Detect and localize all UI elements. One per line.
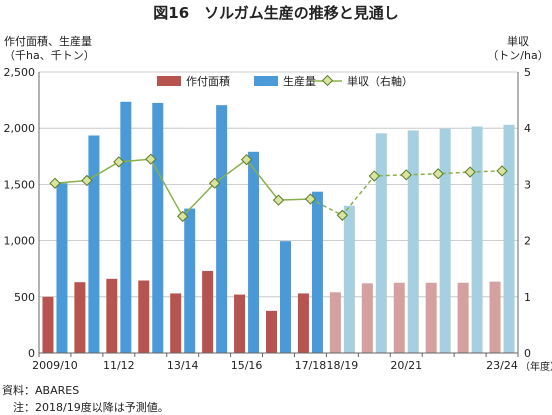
right-axis-title-line1: 単収 (507, 34, 529, 48)
legend-swatch-production (254, 76, 278, 86)
legend-label-production: 生産量 (283, 74, 316, 88)
bar-planted-area (266, 310, 277, 353)
y-left-tick-label: 2,000 (4, 122, 36, 135)
y-left-tick-label: 0 (28, 347, 35, 360)
bar-production (88, 135, 100, 353)
gridlines (39, 71, 518, 298)
x-tick-label: 18/19 (327, 359, 359, 372)
y-left-tick-label: 1,000 (4, 235, 36, 248)
bar-planted-area (329, 292, 341, 353)
yield-point (113, 156, 125, 168)
bar-production (248, 151, 260, 353)
yield-point (336, 209, 349, 221)
yield-point (400, 169, 412, 181)
y-right-tick-label: 2 (524, 235, 531, 248)
y-right-tick-label: 0 (524, 347, 531, 360)
right-axis-title-line2: （トン/ha） (487, 49, 548, 62)
bar-production (120, 101, 132, 353)
y-right-tick-label: 5 (524, 66, 531, 79)
bar-planted-area (170, 293, 182, 353)
yield-point (368, 170, 380, 182)
bar-planted-area (361, 283, 373, 353)
left-axis-title-line2: （千ha、千トン） (4, 49, 95, 62)
bar-planted-area (234, 294, 246, 353)
bar-production (56, 183, 68, 353)
yield-line (49, 153, 508, 223)
yield-point (464, 166, 476, 178)
yield-point (432, 168, 444, 180)
bar-production (216, 105, 228, 354)
y-left-tick-label: 1,500 (4, 178, 36, 191)
yield-point (177, 210, 189, 223)
yield-point (208, 177, 221, 189)
bar-planted-area (393, 282, 405, 353)
bar-production (375, 133, 387, 353)
x-tick-label: 2009/10 (32, 359, 78, 372)
yield-point (304, 193, 317, 205)
bar-planted-area (202, 270, 214, 353)
legend-marker-yield (321, 74, 334, 87)
yield-point (240, 154, 253, 166)
yield-point (496, 165, 508, 177)
bar-planted-area (42, 296, 54, 353)
y-right-tick-label: 4 (524, 122, 531, 135)
legend-label-yield: 単収（右軸） (347, 74, 413, 88)
legend-swatch-area (157, 76, 181, 86)
bar-production (280, 241, 291, 353)
yield-point (145, 153, 157, 165)
yield-point (81, 174, 93, 187)
bar-production (311, 191, 323, 353)
x-tick-label: 15/16 (231, 359, 263, 372)
y-right-tick-label: 1 (524, 291, 531, 304)
bar-planted-area (489, 281, 501, 353)
bar-production (503, 124, 515, 353)
y-left-tick-label: 500 (14, 291, 35, 304)
bar-production (439, 128, 451, 353)
y-right-tick-label: 3 (524, 178, 531, 191)
x-tick-label: 11/12 (103, 359, 135, 372)
bar-planted-area (425, 282, 437, 353)
left-axis-title-line1: 作付面積、生産量 (4, 34, 92, 48)
bar-production (471, 126, 483, 353)
bar-planted-area (457, 282, 469, 353)
bars (42, 101, 515, 354)
axes (38, 72, 519, 357)
yield-point (49, 177, 61, 189)
bar-production (152, 102, 164, 353)
legend: 作付面積 生産量 単収（右軸） (157, 74, 413, 88)
y-left-tick-label: 2,500 (4, 66, 36, 79)
bar-production (343, 205, 355, 353)
x-tick-label: 13/14 (167, 359, 199, 372)
x-tick-label: 17/18 (295, 359, 327, 372)
bar-planted-area (74, 282, 86, 353)
footnote-note: 注：2018/19度以降は予測値。 (2, 400, 169, 414)
bar-production (407, 130, 419, 353)
chart-title: 図16 ソルガム生産の推移と見通し (153, 4, 398, 22)
bar-production (184, 208, 196, 353)
x-unit-label: （年度） (520, 360, 552, 373)
x-tick-label: 20/21 (390, 359, 422, 372)
x-tick-label: 23/24 (486, 359, 518, 372)
bar-planted-area (106, 278, 118, 353)
bar-planted-area (138, 280, 150, 353)
bar-planted-area (297, 293, 309, 353)
footnote-source: 資料：ABARES (2, 383, 79, 397)
legend-label-area: 作付面積 (186, 74, 230, 88)
yield-point (272, 194, 285, 206)
tick-labels: 0 0 500 1 1,000 2 1,500 3 2,000 4 2,500 5 2009/10 11/… (4, 66, 532, 372)
